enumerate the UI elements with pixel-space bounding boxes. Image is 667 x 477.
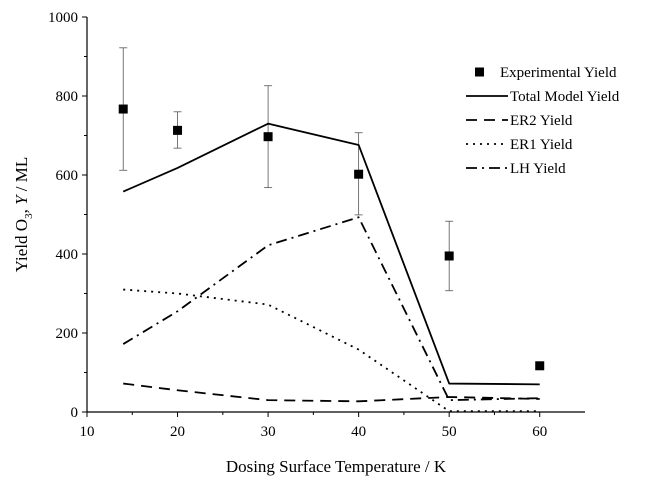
x-tick-label: 30 xyxy=(261,424,276,440)
data-point xyxy=(354,169,364,179)
legend-label: Total Model Yield xyxy=(510,89,620,105)
y-tick-label: 1000 xyxy=(48,10,78,26)
y-tick-label: 0 xyxy=(71,405,79,421)
legend-label: ER1 Yield xyxy=(510,137,573,153)
legend: Experimental Yield Total Model Yield ER2 Y… xyxy=(466,65,620,177)
plot-axes: 0 200 400 600 800 1000 10 20 30 40 50 60 xyxy=(48,10,585,440)
data-point xyxy=(118,104,128,114)
legend-swatch-marker xyxy=(475,67,484,77)
legend-label: Experimental Yield xyxy=(500,65,617,81)
plot-series xyxy=(118,47,545,413)
series-line-1 xyxy=(122,122,540,386)
x-tick-label: 20 xyxy=(170,424,185,440)
x-tick-label: 50 xyxy=(442,424,457,440)
legend-label: ER2 Yield xyxy=(510,113,573,129)
series-line-2 xyxy=(123,382,540,403)
data-point xyxy=(173,125,183,135)
x-axis-title: Dosing Surface Temperature / K xyxy=(226,457,447,476)
series-line-3 xyxy=(123,288,540,413)
x-tick-label: 10 xyxy=(80,424,95,440)
y-tick-label: 200 xyxy=(56,326,79,342)
data-point xyxy=(444,251,454,261)
y-tick-label: 800 xyxy=(56,89,79,105)
y-axis-title: Yield O3, Y / ML xyxy=(12,157,35,273)
legend-label: LH Yield xyxy=(510,161,566,177)
x-tick-label: 60 xyxy=(532,424,547,440)
x-tick-label: 40 xyxy=(351,424,366,440)
data-point xyxy=(263,132,273,142)
series-line-4 xyxy=(122,216,540,402)
data-point xyxy=(535,361,545,371)
y-tick-label: 600 xyxy=(56,168,79,184)
y-tick-label: 400 xyxy=(56,247,79,263)
